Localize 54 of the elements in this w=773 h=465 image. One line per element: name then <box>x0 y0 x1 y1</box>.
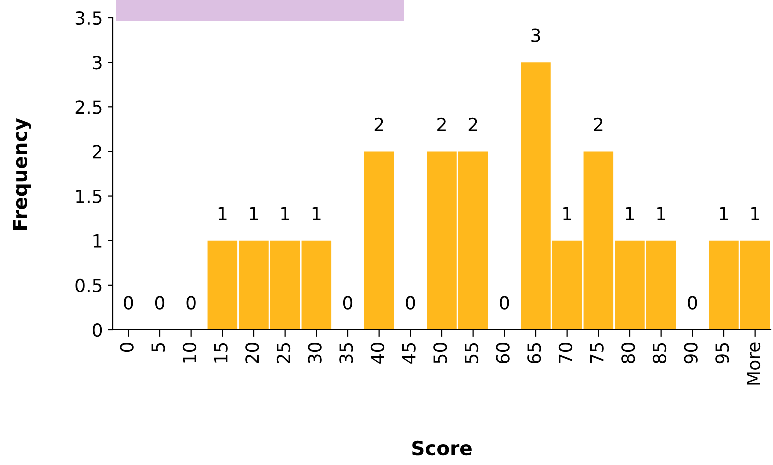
data-label: 0 <box>500 296 510 310</box>
x-tick-label: 90 <box>684 343 698 364</box>
x-tick-label: 65 <box>528 343 542 364</box>
x-tick-label: 85 <box>652 343 667 364</box>
x-tick-label: More <box>747 342 761 385</box>
y-tick-label: 1 <box>94 234 102 248</box>
x-tick-label: 25 <box>276 343 291 364</box>
data-label: 0 <box>124 296 134 310</box>
data-label: 1 <box>282 207 290 220</box>
x-tick-label: 60 <box>496 343 510 364</box>
data-label: 2 <box>468 118 478 132</box>
data-label: 1 <box>564 207 572 220</box>
x-tick-label: 70 <box>558 343 573 364</box>
data-label: 0 <box>688 296 698 310</box>
data-label: 1 <box>218 207 227 220</box>
data-label: 2 <box>438 118 446 132</box>
x-tick-label: 75 <box>590 343 604 364</box>
data-label: 1 <box>250 207 258 220</box>
data-label: 0 <box>186 296 196 310</box>
x-tick-label: 40 <box>370 343 385 364</box>
y-tick-label: 1.5 <box>76 190 102 204</box>
data-label: 2 <box>594 118 603 132</box>
bar <box>364 152 394 330</box>
data-label: 0 <box>155 296 165 310</box>
y-tick-label: 0.5 <box>76 278 102 293</box>
data-label: 0 <box>406 296 416 310</box>
data-label: 1 <box>658 207 666 220</box>
y-axis-title: Frequency <box>13 118 32 230</box>
x-tick-label: 80 <box>622 343 636 364</box>
data-label: 0 <box>343 296 353 310</box>
x-tick-label: 15 <box>214 343 228 363</box>
x-tick-label: 30 <box>308 343 322 364</box>
data-label: 2 <box>374 118 384 132</box>
y-tick-label: 0 <box>92 323 102 338</box>
x-tick-label: 20 <box>246 343 260 364</box>
x-tick-label: 10 <box>182 343 197 363</box>
data-label: 1 <box>312 207 321 220</box>
data-label: 1 <box>720 207 728 220</box>
x-axis-title: Score <box>412 440 472 456</box>
y-tick-label: 2.5 <box>76 100 102 114</box>
y-tick-label: 3 <box>93 56 102 70</box>
bar <box>302 240 332 330</box>
x-tick-label: 50 <box>434 343 448 364</box>
x-tick-label: 95 <box>716 343 730 364</box>
x-tick-label: 35 <box>340 343 354 364</box>
data-label: 1 <box>626 207 634 220</box>
y-tick-label: 3.5 <box>76 11 102 26</box>
data-label: 1 <box>752 207 760 220</box>
x-tick-label: 5 <box>152 343 166 352</box>
x-tick-label: 45 <box>402 343 416 364</box>
data-label: 3 <box>532 28 540 42</box>
y-tick-label: 2 <box>93 145 102 159</box>
x-tick-label: 55 <box>465 343 479 364</box>
x-tick-label: 0 <box>120 343 134 352</box>
